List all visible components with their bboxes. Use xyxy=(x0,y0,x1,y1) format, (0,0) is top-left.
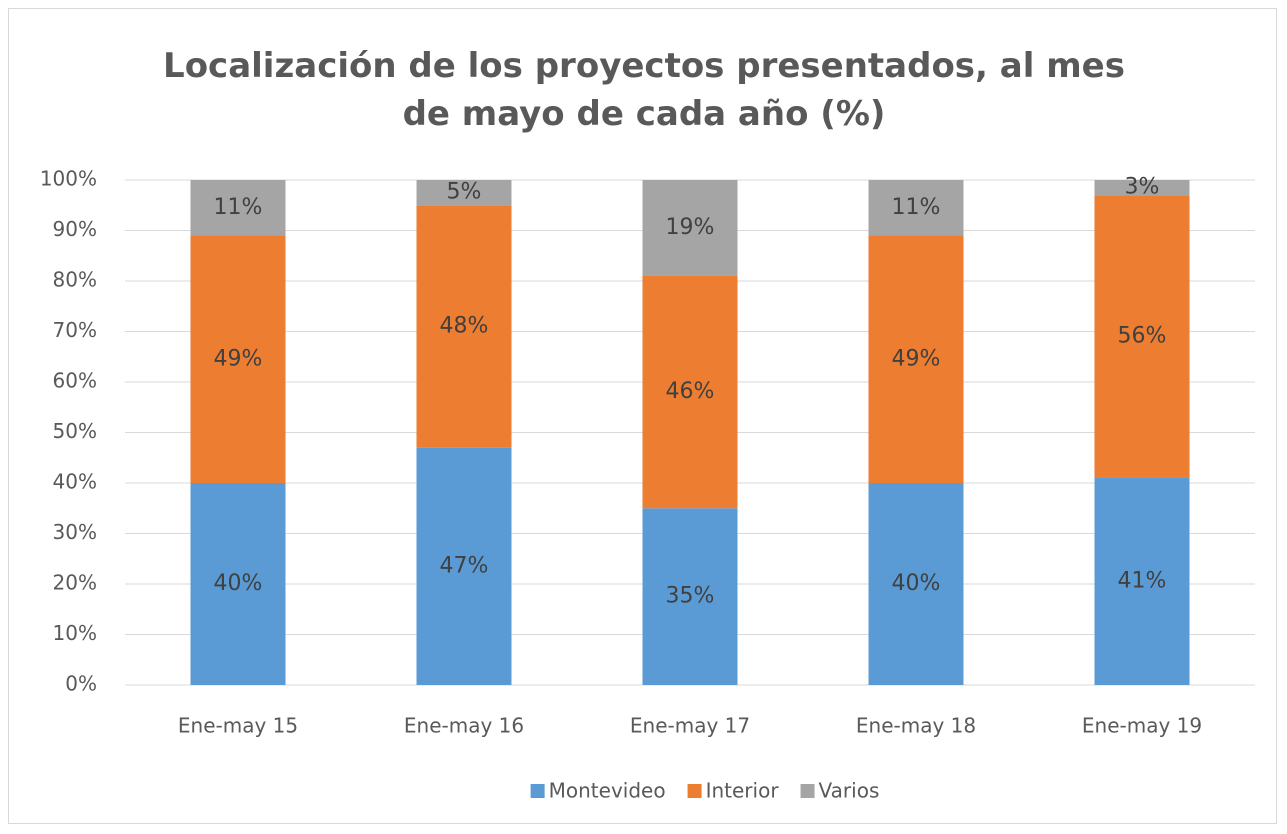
x-tick-label: Ene-may 15 xyxy=(178,714,298,738)
data-label: 40% xyxy=(214,571,263,596)
y-tick-label: 0% xyxy=(65,672,97,696)
x-tick-label: Ene-may 19 xyxy=(1082,714,1202,738)
bar-segment xyxy=(1094,180,1190,196)
y-tick-label: 80% xyxy=(53,268,97,292)
data-label: 40% xyxy=(892,571,941,596)
y-tick-label: 20% xyxy=(53,571,97,595)
x-tick-label: Ene-may 16 xyxy=(404,714,524,738)
bar-segment xyxy=(868,235,964,483)
legend-swatch xyxy=(530,784,545,798)
bar-segment xyxy=(190,483,286,685)
data-label: 35% xyxy=(666,584,715,609)
y-tick-label: 40% xyxy=(53,470,97,494)
legend-label: Interior xyxy=(706,779,780,803)
bar-segment xyxy=(868,483,964,685)
y-tick-label: 90% xyxy=(53,217,97,241)
y-tick-label: 60% xyxy=(53,369,97,393)
bar-segment xyxy=(190,180,286,236)
bar-segment xyxy=(416,447,512,685)
y-tick-label: 30% xyxy=(53,520,97,544)
bar-segment xyxy=(416,205,512,448)
data-label: 49% xyxy=(892,346,941,371)
chart-title: Localización de los proyectos presentado… xyxy=(163,46,1125,134)
data-label: 47% xyxy=(440,553,489,578)
data-label: 11% xyxy=(892,195,941,220)
data-label: 41% xyxy=(1118,568,1167,593)
bar-segment xyxy=(416,180,512,206)
legend-label: Varios xyxy=(819,779,880,803)
y-tick-label: 10% xyxy=(53,621,97,645)
bar-segment xyxy=(190,235,286,483)
bar-segment xyxy=(642,275,738,509)
bar-segment xyxy=(868,180,964,236)
data-label: 49% xyxy=(214,346,263,371)
data-label: 3% xyxy=(1125,175,1160,200)
data-label: 56% xyxy=(1118,324,1167,349)
x-tick-label: Ene-may 18 xyxy=(856,714,976,738)
y-tick-label: 100% xyxy=(40,167,97,191)
bar-segment xyxy=(642,508,738,685)
bar-segment xyxy=(1094,195,1190,478)
data-label: 5% xyxy=(447,180,482,205)
legend-label: Montevideo xyxy=(549,779,666,803)
legend-swatch xyxy=(800,784,815,798)
x-tick-label: Ene-may 17 xyxy=(630,714,750,738)
data-label: 19% xyxy=(666,215,715,240)
y-tick-label: 70% xyxy=(53,318,97,342)
y-tick-label: 50% xyxy=(53,419,97,443)
data-label: 11% xyxy=(214,195,263,220)
data-label: 48% xyxy=(440,313,489,338)
legend-swatch xyxy=(687,784,702,798)
bar-segment xyxy=(1094,477,1190,685)
data-label: 46% xyxy=(666,379,715,404)
bar-segment xyxy=(642,180,738,276)
